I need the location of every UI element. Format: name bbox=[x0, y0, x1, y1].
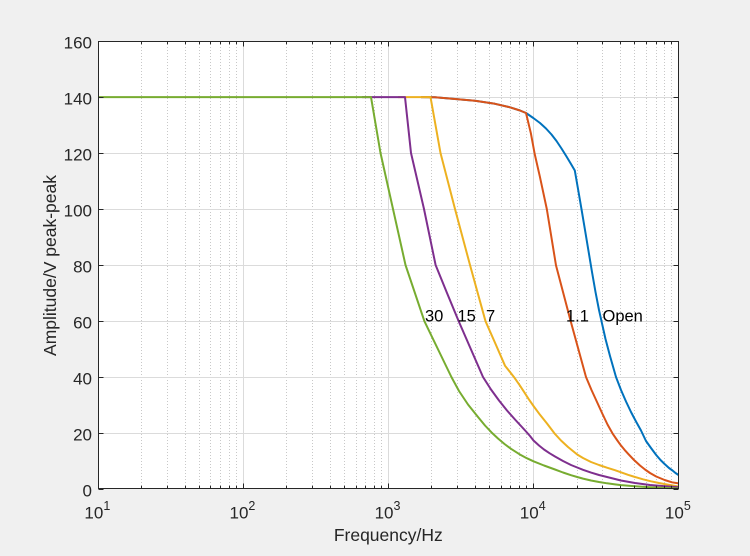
svg-text:15: 15 bbox=[458, 308, 476, 326]
svg-text:1.1: 1.1 bbox=[566, 308, 589, 326]
svg-text:Amplitude/V peak-peak: Amplitude/V peak-peak bbox=[40, 175, 60, 356]
svg-text:120: 120 bbox=[64, 146, 92, 165]
svg-text:160: 160 bbox=[64, 34, 92, 53]
svg-text:40: 40 bbox=[73, 370, 92, 389]
svg-text:7: 7 bbox=[486, 308, 495, 326]
svg-text:Frequency/Hz: Frequency/Hz bbox=[334, 525, 443, 545]
svg-text:20: 20 bbox=[73, 426, 92, 445]
svg-text:140: 140 bbox=[64, 90, 92, 109]
svg-text:30: 30 bbox=[425, 308, 443, 326]
svg-text:60: 60 bbox=[73, 314, 92, 333]
svg-text:Open: Open bbox=[603, 308, 643, 326]
svg-text:100: 100 bbox=[64, 202, 92, 221]
svg-text:80: 80 bbox=[73, 258, 92, 277]
svg-text:0: 0 bbox=[83, 482, 92, 501]
